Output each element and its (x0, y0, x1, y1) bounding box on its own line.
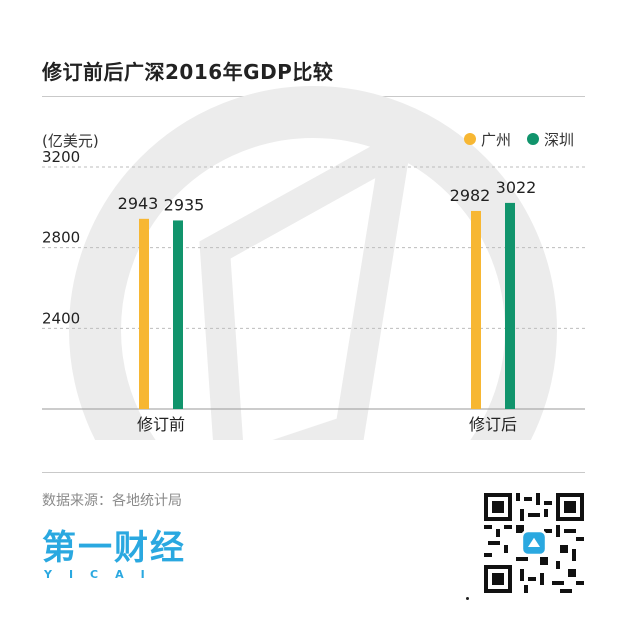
y-axis-label: (亿美元) (42, 132, 99, 150)
yicai-logo: 第一财经 YICAI (42, 528, 202, 590)
legend-label: 广州 (481, 131, 511, 149)
logo-text: 第一财经 (42, 528, 186, 568)
data-label: 2943 (118, 194, 159, 213)
y-tick-label: 3200 (42, 148, 80, 166)
page-title: 修订前后广深2016年GDP比较 (42, 60, 334, 84)
x-tick-label: 修订前 (137, 415, 185, 434)
data-label: 2982 (450, 186, 491, 205)
bar (471, 210, 481, 409)
y-tick-label: 2800 (42, 229, 80, 247)
data-label: 3022 (496, 178, 537, 197)
data-source: 数据来源：各地统计局 (42, 493, 182, 509)
watermark-logo-icon (69, 86, 557, 440)
x-tick-label: 修订后 (469, 415, 517, 434)
qr-code-icon (484, 493, 584, 593)
data-label: 2935 (164, 195, 205, 214)
legend-swatch (527, 133, 539, 145)
legend-swatch (464, 133, 476, 145)
chart: (亿美元) 2400 2800 3200 广州 深圳 2943 2935 修订前 2982 3022… (42, 86, 585, 440)
bar (139, 218, 149, 409)
footer-divider (42, 472, 585, 473)
logo-subtext: YICAI (44, 568, 162, 581)
y-tick-label: 2400 (42, 309, 80, 327)
bar (173, 220, 183, 409)
legend-label: 深圳 (544, 131, 574, 149)
decorative-dot (466, 597, 469, 600)
bar (505, 202, 515, 409)
